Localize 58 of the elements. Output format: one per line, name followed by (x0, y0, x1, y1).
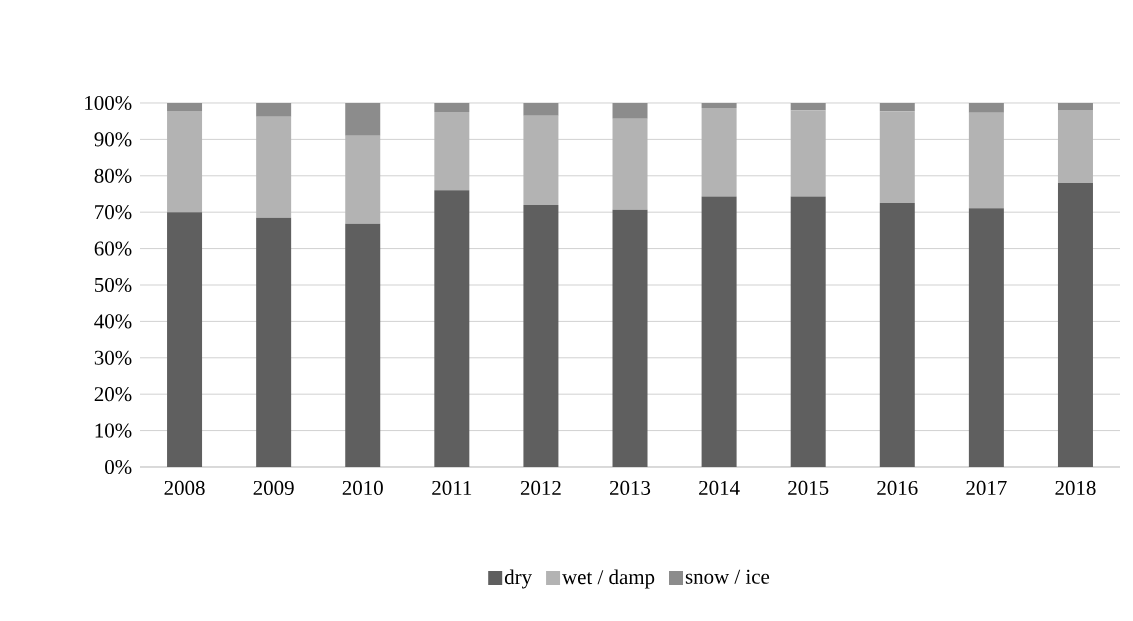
x-tick-label: 2008 (164, 480, 205, 495)
y-tick-label: 50% (95, 277, 132, 293)
legend-label: wet / damp (562, 569, 655, 589)
bar (879, 203, 915, 467)
x-tick-label: 2018 (1055, 480, 1096, 495)
x-tick-label: 2014 (699, 480, 740, 495)
bar (968, 208, 1004, 467)
bar (968, 112, 1004, 209)
bar (1057, 183, 1093, 467)
bar (1057, 109, 1093, 184)
y-tick-label: 20% (94, 387, 132, 402)
bar (1057, 102, 1093, 110)
bar (434, 112, 470, 191)
y-tick-label: 60% (94, 241, 132, 256)
bar (256, 116, 292, 218)
bar (790, 196, 826, 467)
bar (701, 102, 737, 109)
y-tick-label: 30% (94, 350, 132, 365)
bar (612, 102, 648, 119)
legend-label: snow / ice (685, 569, 770, 584)
x-tick-label: 2016 (877, 480, 918, 495)
bar (523, 115, 559, 205)
y-tick-label: 10% (95, 423, 132, 438)
bar (167, 212, 203, 467)
x-tick-label: 2010 (342, 480, 383, 495)
x-tick-label: 2013 (610, 480, 651, 495)
bar (612, 209, 648, 467)
bar (523, 102, 559, 116)
bar (879, 111, 915, 204)
x-tick-label: 2009 (253, 480, 294, 495)
bar (701, 196, 737, 467)
bar (968, 102, 1004, 113)
y-tick-label: 40% (94, 314, 132, 329)
bar (701, 108, 737, 197)
bar (167, 102, 203, 111)
bar (434, 102, 470, 113)
bar (790, 110, 826, 197)
y-tick-label: 90% (94, 132, 132, 147)
x-tick-label: 2015 (788, 480, 829, 495)
bar (345, 223, 381, 467)
y-tick-label: 0% (105, 459, 132, 475)
bar (345, 135, 381, 224)
bar (879, 102, 915, 112)
bar (523, 204, 559, 467)
x-tick-label: 2011 (432, 480, 472, 495)
bar (256, 217, 292, 467)
y-tick-label: 70% (95, 205, 132, 220)
bar (167, 110, 203, 213)
bar (612, 118, 648, 210)
bar (790, 102, 826, 111)
legend-label: dry (504, 569, 532, 589)
bar (345, 102, 381, 136)
x-tick-label: 2012 (520, 480, 561, 495)
bar (256, 102, 292, 117)
y-tick-label: 80% (94, 168, 132, 183)
y-tick-label: 100% (85, 95, 132, 111)
x-tick-label: 2017 (966, 480, 1007, 495)
bar (434, 190, 470, 467)
